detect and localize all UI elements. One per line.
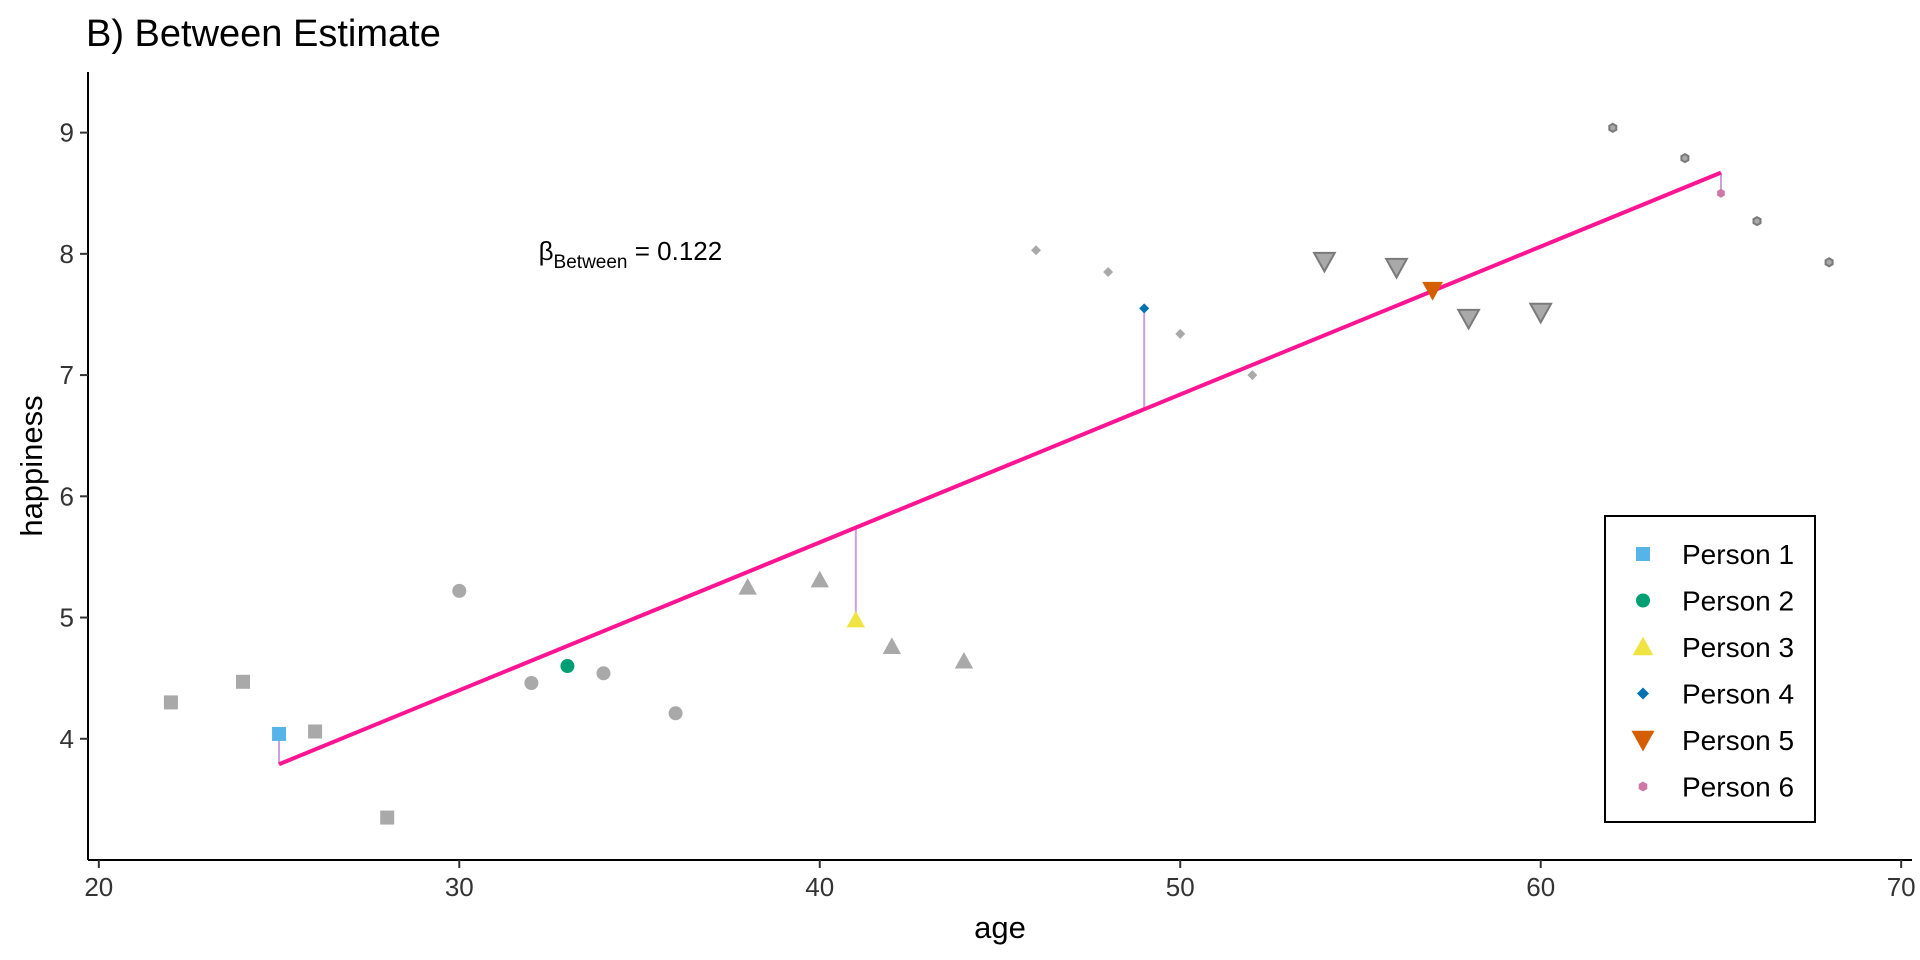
legend-key (1632, 636, 1654, 656)
observation-point (163, 695, 178, 710)
person-mean-point (1422, 281, 1443, 301)
person-mean-point (272, 726, 287, 741)
legend-item: Person 3 (1632, 632, 1794, 663)
observation-point (1384, 257, 1409, 280)
x-tick-label: 40 (805, 872, 834, 902)
x-tick-label: 30 (445, 872, 474, 902)
x-tick-label: 50 (1166, 872, 1195, 902)
legend-key (1637, 687, 1649, 700)
legend-key (1631, 730, 1655, 752)
observation-point (1031, 245, 1042, 256)
between-fit-line (278, 170, 1722, 767)
plot-area (163, 122, 1834, 825)
observation-point (1608, 122, 1618, 133)
x-tick-label: 60 (1526, 872, 1555, 902)
observation-point (810, 570, 829, 588)
chart-title: B) Between Estimate (86, 13, 441, 55)
observation-point (954, 651, 974, 669)
axes: 20 30 40 50 60 70 4 5 6 7 8 9 (60, 72, 1916, 902)
beta-value: = 0.122 (628, 236, 723, 266)
legend-item: Person 6 (1638, 772, 1794, 803)
legend-key (1636, 593, 1650, 608)
y-tick-label: 4 (60, 724, 74, 754)
y-axis-title: happiness (14, 395, 49, 536)
beta-annotation: βBetween = 0.122 (539, 236, 723, 273)
observation-point (1680, 152, 1690, 164)
x-axis-title: age (974, 910, 1026, 945)
observation-point (1528, 302, 1553, 325)
y-tick-label: 6 (60, 481, 74, 511)
observation-point (1103, 267, 1114, 278)
beta-annotation-text: βBetween = 0.122 (539, 236, 723, 273)
observation-point (308, 724, 323, 739)
observation-point (596, 666, 611, 681)
observation-point (668, 706, 683, 721)
person-mean-point (1717, 188, 1725, 198)
observation-point (452, 583, 467, 598)
y-tick-label: 7 (60, 360, 74, 390)
beta-subscript: Between (554, 252, 628, 273)
person-mean-point (846, 610, 866, 628)
legend-item: Person 5 (1631, 725, 1794, 756)
legend-key (1638, 781, 1648, 792)
observation-point (1247, 370, 1258, 381)
observation-point (1824, 257, 1834, 268)
person-mean-point (560, 659, 575, 674)
observation-point (524, 676, 539, 691)
y-tick-label: 5 (60, 603, 74, 633)
legend-label: Person 3 (1682, 632, 1794, 663)
legend-item: Person 4 (1637, 679, 1794, 710)
observation-point (882, 637, 902, 654)
legend: Person 1 Person 2 Person 3 Person 4 Person 5… (1604, 515, 1816, 823)
legend-item: Person 2 (1636, 586, 1794, 617)
observation-point (236, 674, 251, 689)
observation-point (1175, 328, 1186, 339)
legend-item: Person 1 (1636, 539, 1794, 570)
legend-key (1636, 547, 1650, 561)
legend-label: Person 4 (1682, 679, 1794, 710)
observation-point (738, 578, 757, 595)
y-tick-label: 9 (60, 118, 74, 148)
y-tick-label: 8 (60, 239, 74, 269)
observation-point (380, 810, 395, 825)
observation-point (1312, 251, 1337, 274)
observation-point (1456, 308, 1481, 331)
legend-label: Person 2 (1682, 586, 1794, 617)
beta-symbol: β (539, 236, 554, 266)
x-tick-label: 70 (1887, 872, 1916, 902)
legend-label: Person 1 (1682, 539, 1794, 570)
x-tick-label: 20 (84, 872, 113, 902)
legend-box (1604, 515, 1816, 823)
legend-label: Person 5 (1682, 725, 1794, 756)
person-mean-point (1139, 303, 1150, 314)
legend-label: Person 6 (1682, 772, 1794, 803)
observation-point (1752, 215, 1762, 227)
